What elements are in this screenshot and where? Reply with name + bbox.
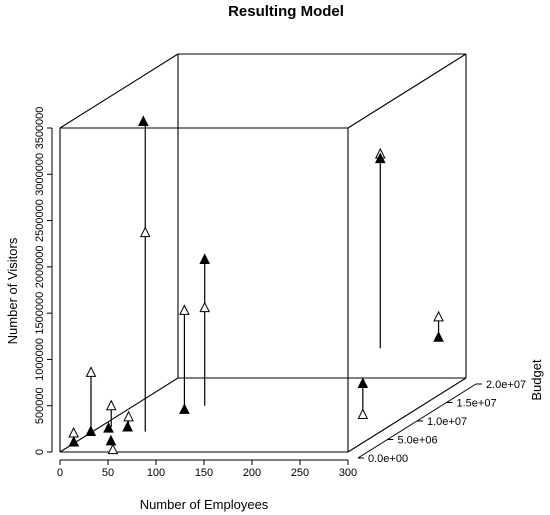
z-axis-label: Budget [529,359,544,401]
open-triangle-point [123,410,134,422]
filled-triangle-point [199,253,211,264]
filled-triangle-point [433,331,444,342]
filled-triangle-point [179,403,190,414]
z-tick-label: 2.0e+07 [486,379,526,391]
open-triangle-point [105,399,117,411]
filled-triangle-point [68,435,80,447]
box-edge-11 [347,377,467,453]
z-tick-label: 5.0e+06 [398,435,438,447]
open-triangle-point [68,426,79,438]
plot-box [51,53,477,461]
x-axis-label: Number of Employees [140,497,269,512]
box-edge-10 [347,53,467,129]
z-axis-ticks: 0.0e+00 5.0e+06 1.0e+07 1.5e+07 2.0e+07 [358,379,526,465]
filled-triangle-point [122,420,133,432]
open-triangle-point [357,408,369,420]
y-tick-label: 2000000 [34,245,46,288]
z-tick-label: 0.0e+00 [368,453,408,465]
x-tick-label: 200 [243,467,261,479]
y-axis-label: Number of Visitors [5,237,20,344]
z-tick-label: 1.0e+07 [427,416,467,428]
open-triangle-point [433,310,444,322]
y-tick-label: 0 [34,449,46,455]
x-tick-label: 250 [291,467,309,479]
filled-triangle-point [357,377,369,389]
open-triangle-point [139,226,151,238]
open-triangle-point [85,366,97,377]
filled-triangle-point [85,425,97,436]
z-tick-label: 1.5e+07 [457,398,497,410]
x-tick-label: 50 [102,467,114,479]
x-tick-label: 300 [339,467,357,479]
open-triangle-point [107,443,119,455]
filled-triangle-point [374,152,386,164]
filled-triangle-point [105,434,117,446]
y-tick-label: 1000000 [34,338,46,381]
y-tick-label: 1500000 [34,292,46,335]
open-triangle-point [179,304,190,315]
y-tick-label: 3000000 [34,153,46,196]
data-points [68,115,444,455]
y-axis-ticks: 0 500000 1000000 1500000 2000000 2500000 30000… [34,107,52,455]
x-tick-label: 150 [195,467,213,479]
open-triangle-point [199,301,211,313]
filled-triangle-point [138,115,149,127]
filled-triangle-point [103,422,114,433]
chart-title: Resulting Model [228,3,344,20]
x-tick-label: 0 [57,467,63,479]
box-edge-9 [59,53,179,129]
y-tick-label: 500000 [34,387,46,424]
x-axis-ticks: 0 50 100 150 200 250 300 [57,460,357,479]
y-tick-label: 2500000 [34,199,46,242]
y-tick-label: 3500000 [34,107,46,150]
x-tick-label: 100 [147,467,165,479]
box-edge-8 [59,377,179,453]
drop-lines [90,121,440,432]
